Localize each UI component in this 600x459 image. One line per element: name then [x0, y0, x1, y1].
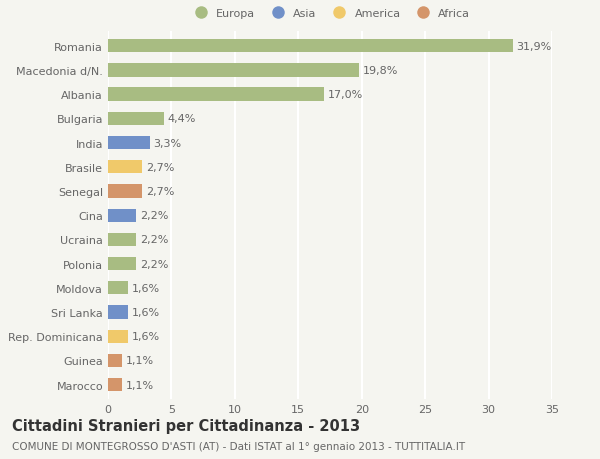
Text: 1,6%: 1,6% — [132, 331, 160, 341]
Bar — [108, 88, 323, 101]
Bar — [108, 161, 142, 174]
Bar — [108, 209, 136, 222]
Text: 31,9%: 31,9% — [517, 42, 552, 51]
Legend: Europa, Asia, America, Africa: Europa, Asia, America, Africa — [185, 4, 475, 23]
Text: 2,2%: 2,2% — [140, 235, 168, 245]
Text: 2,7%: 2,7% — [146, 162, 175, 173]
Text: 2,2%: 2,2% — [140, 259, 168, 269]
Bar — [108, 185, 142, 198]
Bar — [108, 257, 136, 271]
Text: 1,1%: 1,1% — [126, 380, 154, 390]
Bar — [108, 306, 128, 319]
Bar — [108, 137, 150, 150]
Bar — [108, 354, 122, 367]
Text: 1,6%: 1,6% — [132, 308, 160, 317]
Text: 4,4%: 4,4% — [167, 114, 196, 124]
Text: 3,3%: 3,3% — [154, 138, 182, 148]
Text: COMUNE DI MONTEGROSSO D'ASTI (AT) - Dati ISTAT al 1° gennaio 2013 - TUTTITALIA.I: COMUNE DI MONTEGROSSO D'ASTI (AT) - Dati… — [12, 441, 465, 451]
Bar — [108, 40, 512, 53]
Text: 2,7%: 2,7% — [146, 186, 175, 196]
Text: Cittadini Stranieri per Cittadinanza - 2013: Cittadini Stranieri per Cittadinanza - 2… — [12, 418, 360, 433]
Bar — [108, 233, 136, 246]
Bar — [108, 281, 128, 295]
Bar — [108, 112, 164, 126]
Text: 1,1%: 1,1% — [126, 356, 154, 366]
Bar — [108, 64, 359, 78]
Bar — [108, 378, 122, 392]
Text: 1,6%: 1,6% — [132, 283, 160, 293]
Text: 2,2%: 2,2% — [140, 211, 168, 221]
Text: 19,8%: 19,8% — [363, 66, 398, 76]
Bar — [108, 330, 128, 343]
Text: 17,0%: 17,0% — [328, 90, 363, 100]
